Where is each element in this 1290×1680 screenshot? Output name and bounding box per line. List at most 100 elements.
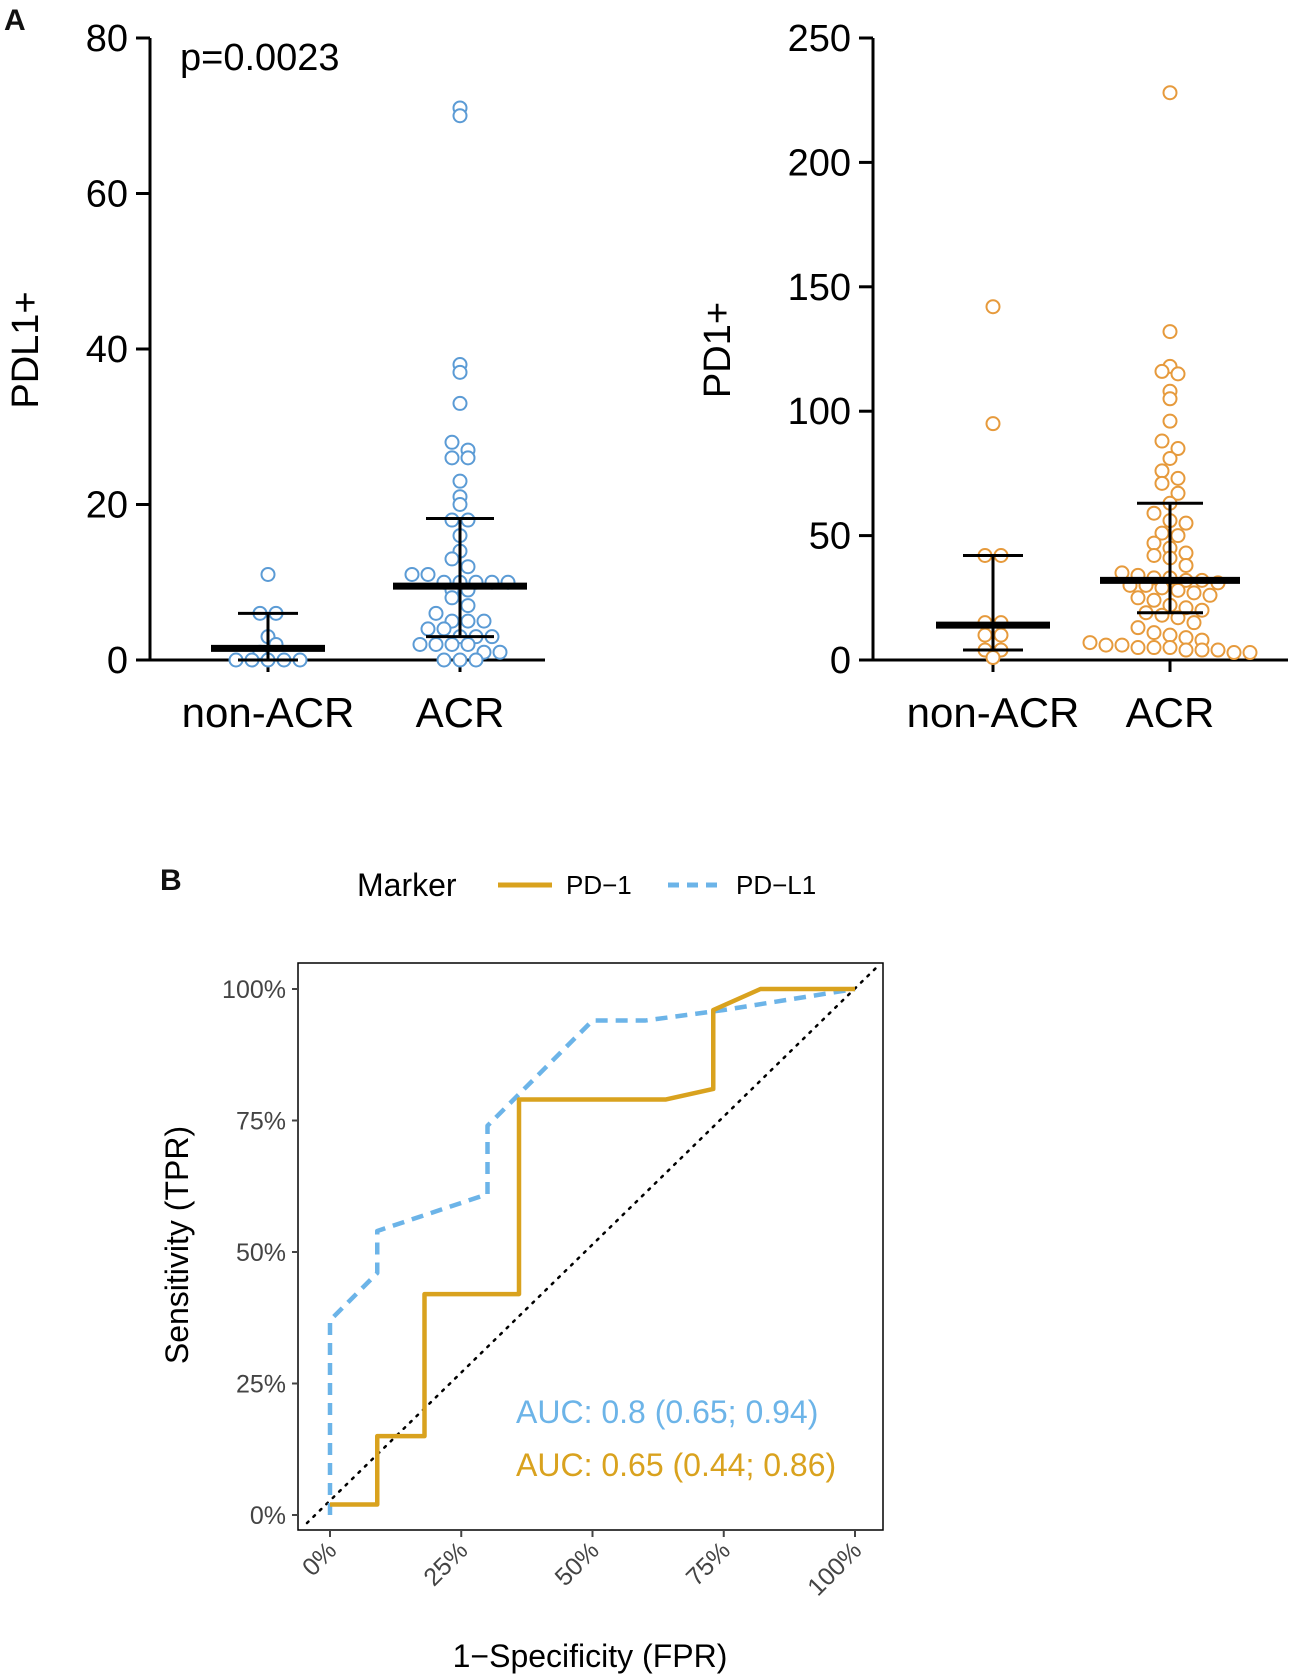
- roc-ytick-label: 25%: [236, 1371, 286, 1399]
- pd1-data-point: [1194, 642, 1210, 658]
- pd1-data-point: [1154, 607, 1170, 623]
- pd1-data-point: [1178, 557, 1194, 573]
- pd1-data-point: [1154, 463, 1170, 479]
- pdl1-data-point: [460, 512, 476, 528]
- roc-ytick-label: 100%: [222, 976, 286, 1004]
- roc-ytick-label: 75%: [236, 1108, 286, 1136]
- pd1-data-point: [985, 299, 1001, 315]
- pdl1-data-point: [492, 644, 508, 660]
- pd1-category-label: non-ACR: [907, 689, 1080, 736]
- pd1-data-point: [1162, 413, 1178, 429]
- legend-pdl1-label: PD−L1: [736, 870, 816, 900]
- pd1-data-point: [1186, 615, 1202, 631]
- roc-xtick-label: 50%: [550, 1536, 605, 1591]
- pdl1-data-point: [452, 395, 468, 411]
- pd1-data-point: [1170, 441, 1186, 457]
- legend-title: Marker: [357, 867, 457, 903]
- pd1-ytick-label: 200: [788, 142, 851, 184]
- pd1-data-point: [1154, 363, 1170, 379]
- pdl1-data-point: [436, 652, 452, 668]
- pdl1-data-point: [460, 613, 476, 629]
- pdl1-data-point: [460, 450, 476, 466]
- pd1-data-point: [1130, 640, 1146, 656]
- pd1-data-point: [1178, 545, 1194, 561]
- pd1-data-point: [1130, 590, 1146, 606]
- pd1-category-label: ACR: [1126, 689, 1215, 736]
- pdl1-scatter-plot: 0 20 40 60 80 non-ACR ACR PDL1+ p=0.0023: [5, 18, 545, 736]
- pd1-data-point: [1114, 637, 1130, 653]
- pdl1-data-point: [452, 473, 468, 489]
- pd1-y-axis-title: PD1+: [697, 302, 739, 398]
- pdl1-data-point: [452, 497, 468, 512]
- pdl1-category-label: non-ACR: [182, 689, 355, 736]
- pd1-data-point: [1162, 85, 1178, 101]
- pdl1-data-point: [260, 566, 276, 582]
- roc-x-axis-title: 1−Specificity (FPR): [453, 1638, 728, 1674]
- pd1-data-point: [985, 416, 1001, 432]
- pd1-data-point: [993, 627, 1009, 643]
- pd1-data-point: [1170, 582, 1186, 598]
- pdl1-data-point: [444, 636, 460, 652]
- pdl1-data-point: [452, 652, 468, 668]
- pdl1-data-point: [476, 613, 492, 629]
- pd1-data-point: [1242, 645, 1258, 661]
- pdl1-data-point: [460, 598, 476, 614]
- pdl1-ytick-label: 80: [86, 18, 128, 60]
- roc-y-axis-title: Sensitivity (TPR): [159, 1126, 195, 1364]
- roc-plot: 0% 25% 50% 75% 100% 0% 25% 50% 75% 100% AUC: 0.8…: [159, 962, 884, 1674]
- pd1-data-point: [1146, 535, 1162, 551]
- pd1-data-point: [1178, 642, 1194, 658]
- roc-xtick-label: 100%: [802, 1536, 867, 1601]
- pdl1-data-point: [420, 621, 436, 637]
- roc-xtick-label: 75%: [681, 1536, 736, 1591]
- pdl1-ytick-label: 20: [86, 485, 128, 527]
- legend-pd1-label: PD−1: [566, 870, 632, 900]
- pd1-data-point: [1194, 602, 1210, 618]
- pd1-data-point: [985, 650, 1001, 666]
- pdl1-data-point: [436, 621, 452, 637]
- pd1-data-point: [1170, 610, 1186, 626]
- pd1-data-point: [1146, 640, 1162, 656]
- roc-ytick-label: 50%: [236, 1239, 286, 1267]
- p-value-annotation: p=0.0023: [180, 37, 340, 79]
- pd1-data-point: [1178, 515, 1194, 531]
- pd1-data-point: [1178, 630, 1194, 646]
- pd1-data-point: [1146, 625, 1162, 641]
- pd1-data-point: [1178, 600, 1194, 616]
- panel-label-a: A: [4, 4, 26, 37]
- pd1-data-point: [1170, 485, 1186, 501]
- roc-ytick-label: 0%: [250, 1502, 286, 1530]
- pdl1-data-point: [404, 566, 420, 582]
- pdl1-category-label: ACR: [416, 689, 505, 736]
- pdl1-data-point: [420, 566, 436, 582]
- pd1-scatter-plot: 0 50 100 150 200 250 non-ACR ACR PD1+: [697, 18, 1288, 736]
- roc-xtick-label: 0%: [297, 1536, 342, 1581]
- pd1-data-point: [1130, 620, 1146, 636]
- roc-legend: Marker PD−1 PD−L1: [357, 867, 816, 903]
- pdl1-data-point: [468, 652, 484, 668]
- pdl1-data-point: [452, 364, 468, 380]
- pd1-data-point: [1154, 433, 1170, 449]
- roc-xtick-label: 25%: [418, 1536, 473, 1591]
- pdl1-data-point: [428, 605, 444, 621]
- pd1-ytick-label: 150: [788, 267, 851, 309]
- pdl1-data-point: [444, 590, 460, 606]
- pdl1-data-point: [460, 559, 476, 575]
- pd1-data-point: [1202, 587, 1218, 603]
- auc-pdl1-label: AUC: 0.8 (0.65; 0.94): [516, 1394, 818, 1430]
- pd1-data-point: [1210, 642, 1226, 658]
- pd1-data-point: [1146, 548, 1162, 564]
- pd1-data-point: [1162, 627, 1178, 643]
- pd1-data-point: [1170, 528, 1186, 544]
- pdl1-data-point: [444, 450, 460, 466]
- pd1-data-point: [1170, 470, 1186, 486]
- pdl1-data-point: [428, 636, 444, 652]
- auc-pd1-label: AUC: 0.65 (0.44; 0.86): [516, 1447, 836, 1483]
- pdl1-data-point: [412, 636, 428, 652]
- pdl1-data-point: [444, 434, 460, 450]
- pd1-data-point: [1162, 640, 1178, 656]
- pd1-data-point: [1162, 391, 1178, 407]
- pd1-ytick-label: 50: [809, 516, 851, 558]
- pd1-data-point: [1098, 637, 1114, 653]
